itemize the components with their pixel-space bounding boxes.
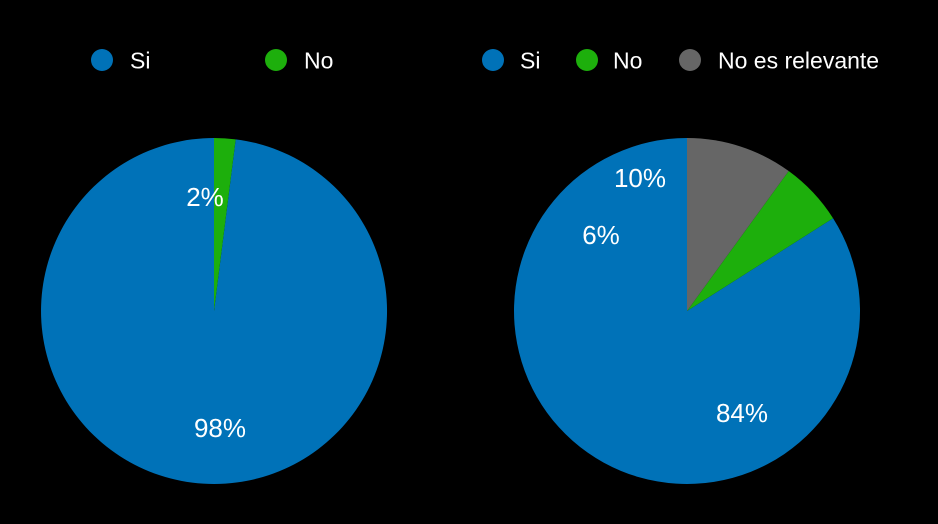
data-label-no: 6%	[582, 220, 620, 250]
legend-label-no: No	[613, 48, 642, 74]
legend-2: Si No No es relevante	[482, 48, 879, 74]
pie-slice-no	[214, 138, 236, 311]
data-labels-1: 98% 2%	[186, 182, 246, 443]
legend-label-si: Si	[520, 48, 540, 74]
data-label-si: 98%	[194, 413, 246, 443]
pie-slice-si	[41, 138, 388, 484]
data-label-no: 2%	[186, 182, 224, 212]
legend-marker-no-es-relevante	[679, 49, 701, 71]
legend-label-si: Si	[130, 48, 150, 74]
legend-marker-si	[91, 49, 113, 71]
pie-slice-no-es-relevante	[687, 138, 789, 311]
legend-marker-no	[265, 49, 287, 71]
legend-item-no-es-relevante: No es relevante	[679, 48, 879, 74]
legend-item-si: Si	[482, 48, 540, 74]
legend-marker-no	[576, 49, 598, 71]
pie-chart-2: Si No No es relevante 84% 6% 10%	[482, 48, 879, 484]
data-label-si: 84%	[716, 398, 768, 428]
pie-chart-1: Si No 98% 2%	[41, 48, 388, 484]
data-label-no-es-relevante: 10%	[614, 163, 666, 193]
slices-2	[514, 138, 861, 484]
legend-item-no: No	[265, 48, 333, 74]
slices-1	[41, 138, 388, 484]
legend-1: Si No	[91, 48, 333, 74]
data-labels-2: 84% 6% 10%	[582, 163, 768, 428]
legend-item-si: Si	[91, 48, 150, 74]
legend-label-no: No	[304, 48, 333, 74]
legend-marker-si	[482, 49, 504, 71]
legend-item-no: No	[576, 48, 642, 74]
pie-slice-si	[514, 138, 861, 484]
legend-label-no-es-relevante: No es relevante	[718, 48, 879, 74]
pie-slice-no	[687, 171, 834, 311]
